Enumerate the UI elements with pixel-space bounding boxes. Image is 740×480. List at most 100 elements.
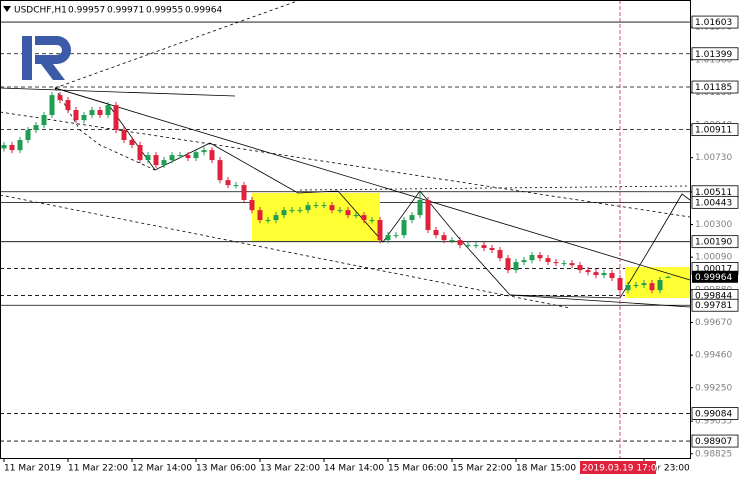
x-tick-label: 13 Mar 22:00 bbox=[260, 464, 320, 474]
trend-line bbox=[299, 185, 691, 191]
y-tick-label: 1.00300 bbox=[695, 220, 732, 230]
level-label: 1.01603 bbox=[695, 18, 732, 28]
candle-body bbox=[345, 210, 351, 216]
candle-body bbox=[369, 220, 375, 222]
candle-body bbox=[441, 235, 447, 241]
level-label-box bbox=[691, 80, 739, 94]
candle-body bbox=[305, 205, 311, 211]
candle-body bbox=[177, 155, 183, 157]
menu-arrow[interactable] bbox=[3, 6, 11, 12]
candle-body bbox=[649, 283, 655, 291]
header-value: 0.99964 bbox=[185, 6, 222, 16]
candle-body bbox=[25, 130, 31, 141]
trend-line bbox=[0, 87, 236, 97]
candle-body bbox=[393, 235, 399, 237]
candle-body bbox=[513, 262, 519, 271]
candle-body bbox=[225, 180, 231, 186]
x-tick-label: 15 Mar 06:00 bbox=[388, 464, 448, 474]
candle-body bbox=[521, 260, 527, 263]
candle-body bbox=[49, 95, 55, 116]
level-label: 1.00443 bbox=[695, 198, 732, 208]
candle-body bbox=[265, 220, 271, 222]
header-values: 0.99957 0.99971 0.99955 0.99964 bbox=[68, 6, 222, 16]
candle-body bbox=[385, 235, 391, 241]
cursor-label: 2019.03.19 17:00 bbox=[582, 464, 663, 474]
plot-border bbox=[0, 0, 691, 459]
level-label-box bbox=[691, 407, 739, 420]
level-label-box bbox=[691, 434, 739, 448]
y-tick-label: 1.00090 bbox=[695, 253, 732, 263]
candle-body bbox=[657, 280, 663, 291]
candle-body bbox=[641, 283, 647, 286]
candle-body bbox=[465, 245, 471, 247]
candle-body bbox=[457, 240, 463, 246]
candle-body bbox=[129, 140, 135, 145]
candle-body bbox=[425, 200, 431, 231]
candle-body bbox=[209, 150, 215, 161]
candle-body bbox=[281, 210, 287, 216]
candle-body bbox=[73, 110, 79, 121]
candle-body bbox=[433, 230, 439, 236]
level-label-box bbox=[691, 15, 739, 29]
x-tick-label: 13 Mar 06:00 bbox=[196, 464, 256, 474]
candle-body bbox=[121, 130, 127, 141]
candle-body bbox=[449, 240, 455, 242]
candle-body bbox=[609, 273, 615, 279]
candle-body bbox=[409, 215, 415, 221]
x-tick-label: 11 Mar 2019 bbox=[4, 464, 61, 474]
trend-line bbox=[54, 87, 691, 281]
level-label: 1.00017 bbox=[695, 265, 732, 275]
level-label: 1.01399 bbox=[695, 50, 732, 60]
candle-body bbox=[569, 263, 575, 266]
candle-body bbox=[353, 215, 359, 217]
candle-body bbox=[337, 210, 343, 212]
candle-body bbox=[249, 200, 255, 211]
y-tick-label: 0.98825 bbox=[695, 449, 732, 459]
y-tick-label: 1.00730 bbox=[695, 153, 732, 163]
candle-body bbox=[217, 160, 223, 181]
y-tick-label: 1.01360 bbox=[695, 55, 732, 65]
level-label-box bbox=[691, 123, 739, 137]
y-tick-label: 0.99250 bbox=[695, 383, 732, 393]
candle-body bbox=[361, 215, 367, 221]
highlight-zone bbox=[252, 193, 380, 241]
candle-body bbox=[169, 155, 175, 161]
cursor-label-box bbox=[580, 461, 656, 474]
level-label-box bbox=[691, 235, 739, 249]
trend-line bbox=[0, 194, 571, 309]
level-label: 1.00190 bbox=[695, 238, 732, 248]
candle-body bbox=[473, 245, 479, 247]
candle-body bbox=[273, 215, 279, 221]
candle-body bbox=[481, 245, 487, 249]
candle-body bbox=[497, 250, 503, 259]
candle-body bbox=[161, 160, 167, 166]
candle-body bbox=[185, 155, 191, 159]
candle-body bbox=[1, 144, 7, 149]
candle-body bbox=[529, 255, 535, 261]
candle-body bbox=[193, 152, 199, 159]
candle-body bbox=[57, 95, 63, 101]
candle-body bbox=[97, 110, 103, 116]
candle-body bbox=[33, 125, 39, 131]
candle-body bbox=[665, 276, 671, 278]
level-label-box bbox=[691, 298, 739, 312]
candle-body bbox=[145, 155, 151, 161]
candle-body bbox=[313, 205, 319, 207]
candle-body bbox=[417, 200, 423, 216]
trend-line bbox=[54, 0, 301, 89]
x-tick-label: 11 Mar 22:00 bbox=[68, 464, 128, 474]
candle-body bbox=[201, 150, 207, 153]
x-tick-label: Mar 23:00 bbox=[644, 464, 690, 474]
candle-body bbox=[545, 258, 551, 263]
candle-body bbox=[233, 185, 239, 187]
y-tick-label: 0.99460 bbox=[695, 351, 732, 361]
level-label: 0.99781 bbox=[695, 301, 732, 311]
candle-body bbox=[65, 100, 71, 111]
logo bbox=[22, 36, 71, 80]
candle-body bbox=[9, 144, 15, 151]
x-tick-label: 15 Mar 22:00 bbox=[452, 464, 512, 474]
candle-body bbox=[489, 248, 495, 251]
candle-body bbox=[81, 115, 87, 121]
x-tick-label: 18 Mar 15:00 bbox=[516, 464, 576, 474]
